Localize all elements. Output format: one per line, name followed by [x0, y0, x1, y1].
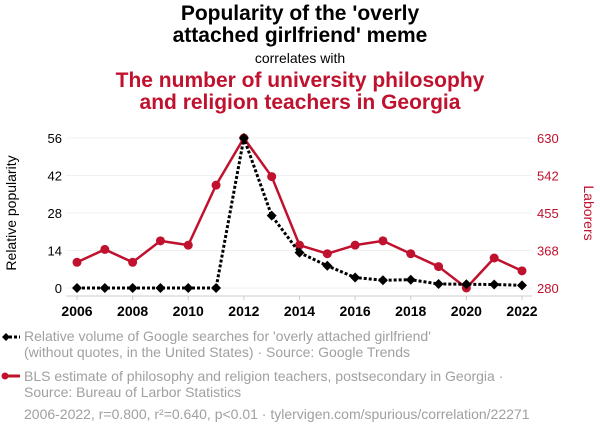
- data-point: [294, 247, 305, 258]
- legend-text: Source: Bureau of Larbor Statistics: [24, 384, 242, 400]
- data-point: [350, 272, 361, 283]
- x-tick-label: 2022: [506, 303, 537, 319]
- x-tick-label: 2010: [173, 303, 204, 319]
- data-point: [72, 283, 82, 293]
- y-tick-label-right: 630: [537, 131, 559, 146]
- x-tick-label: 2018: [395, 303, 426, 319]
- x-tick-label: 2014: [284, 303, 315, 319]
- chart-title: Popularity of the 'overly attached girlf…: [0, 3, 600, 47]
- data-point: [183, 283, 194, 293]
- legend-text: (without quotes, in the United States) ·…: [24, 344, 410, 360]
- data-point: [377, 275, 388, 286]
- x-tick-label: 2008: [117, 303, 148, 319]
- data-point: [238, 133, 249, 143]
- y-tick-label-left: 28: [48, 206, 62, 221]
- y-tick-label-left: 56: [48, 131, 62, 146]
- legend-text: BLS estimate of philosophy and religion …: [24, 368, 504, 384]
- data-point: [434, 262, 444, 272]
- x-tick-label: 2012: [228, 303, 259, 319]
- y-tick-label-right: 455: [537, 206, 559, 221]
- data-point: [211, 180, 221, 190]
- x-tick-label: 2006: [61, 303, 92, 319]
- data-point: [211, 283, 222, 293]
- data-point: [350, 240, 360, 250]
- data-point: [405, 274, 416, 285]
- y-axis-label-left: Relative popularity: [3, 155, 19, 270]
- legend-item-google: Relative volume of Google searches for '…: [24, 328, 431, 360]
- y-axis-label-right: Laborers: [581, 185, 597, 240]
- data-point: [461, 279, 472, 290]
- legend-marker-google: [2, 333, 20, 341]
- subtitle-line-2: and religion teachers in Georgia: [139, 91, 461, 114]
- data-point: [127, 283, 138, 293]
- series-bls: [72, 133, 527, 293]
- y-tick-label-left: 14: [48, 244, 62, 259]
- data-point: [322, 260, 333, 271]
- data-point: [99, 283, 110, 293]
- data-point: [128, 257, 138, 267]
- y-tick-label-left: 0: [55, 281, 62, 296]
- data-point: [378, 236, 388, 246]
- series-google: [72, 133, 527, 293]
- footer-stats: 2006-2022, r=0.800, r²=0.640, p<0.01 · t…: [24, 406, 530, 422]
- data-point: [155, 283, 166, 293]
- data-point: [72, 257, 82, 267]
- legend-item-bls: BLS estimate of philosophy and religion …: [24, 368, 503, 400]
- data-point: [489, 253, 499, 263]
- data-point: [322, 249, 332, 259]
- data-point: [100, 244, 110, 254]
- correlates-with-label: correlates with: [254, 50, 346, 66]
- data-point: [433, 278, 444, 289]
- data-point: [517, 280, 527, 291]
- data-point: [267, 172, 277, 182]
- data-point: [295, 240, 304, 250]
- y-tick-label-right: 542: [537, 169, 559, 184]
- x-tick-label: 2016: [340, 303, 371, 319]
- data-point: [266, 210, 277, 221]
- x-tick-label: 2020: [451, 303, 482, 319]
- y-tick-label-left: 42: [48, 169, 62, 184]
- legend-text: Relative volume of Google searches for '…: [24, 328, 431, 344]
- legend-marker-bls: [1, 372, 20, 380]
- data-point: [489, 279, 500, 290]
- data-point: [183, 240, 193, 250]
- y-tick-label-right: 368: [537, 244, 559, 259]
- data-point: [517, 266, 527, 276]
- title-line-2: attached girlfriend' meme: [172, 24, 428, 47]
- y-tick-label-right: 280: [537, 281, 559, 296]
- subtitle-line-1: The number of university philosophy: [115, 69, 485, 92]
- data-point: [155, 236, 165, 246]
- title-line-1: Popularity of the 'overly: [180, 2, 420, 25]
- chart-subtitle: The number of university philosophy and …: [0, 70, 600, 114]
- data-point: [406, 249, 416, 259]
